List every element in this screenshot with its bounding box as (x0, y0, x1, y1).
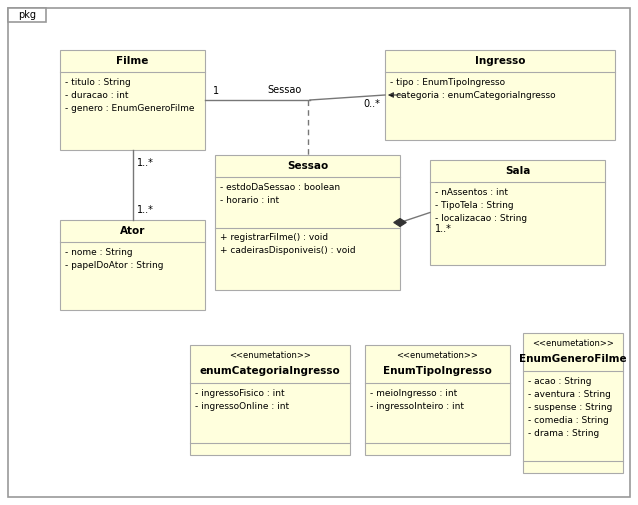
Text: - ingressoFisico : int: - ingressoFisico : int (195, 389, 285, 398)
Text: - titulo : String: - titulo : String (65, 78, 131, 87)
Bar (385, 50, 615, 140)
Text: - genero : EnumGeneroFilme: - genero : EnumGeneroFilme (65, 104, 195, 113)
Bar (215, 155, 400, 290)
Text: + registrarFilme() : void: + registrarFilme() : void (220, 233, 328, 242)
Bar (60, 220, 205, 310)
Text: <<enumetation>>: <<enumetation>> (229, 350, 311, 360)
Bar (8, 8, 46, 22)
Bar (365, 345, 510, 455)
Text: 0..*: 0..* (363, 99, 380, 109)
Text: - nAssentos : int: - nAssentos : int (435, 188, 508, 197)
Text: - TipoTela : String: - TipoTela : String (435, 201, 514, 210)
Text: Sessao: Sessao (268, 85, 302, 95)
Text: <<enumetation>>: <<enumetation>> (397, 350, 478, 360)
Bar (60, 50, 205, 150)
Text: - drama : String: - drama : String (528, 429, 599, 438)
Text: - suspense : String: - suspense : String (528, 403, 612, 412)
Text: Ingresso: Ingresso (475, 56, 525, 66)
Text: 1: 1 (213, 86, 219, 96)
Text: EnumTipoIngresso: EnumTipoIngresso (383, 366, 492, 376)
Text: - duracao : int: - duracao : int (65, 91, 128, 100)
Text: 1..*: 1..* (137, 158, 153, 168)
Text: enumCategoriaIngresso: enumCategoriaIngresso (200, 366, 341, 376)
Text: - horario : int: - horario : int (220, 196, 279, 205)
Text: - ingressoInteiro : int: - ingressoInteiro : int (370, 402, 464, 411)
Text: - localizacao : String: - localizacao : String (435, 214, 527, 223)
Text: 1..*: 1..* (435, 225, 452, 234)
Text: Sala: Sala (505, 166, 530, 176)
Text: - comedia : String: - comedia : String (528, 416, 609, 425)
Text: - nome : String: - nome : String (65, 248, 133, 257)
Text: - papelDoAtor : String: - papelDoAtor : String (65, 261, 163, 270)
Text: - ingressoOnline : int: - ingressoOnline : int (195, 402, 289, 411)
Text: EnumGeneroFilme: EnumGeneroFilme (519, 354, 627, 364)
Text: Filme: Filme (116, 56, 149, 66)
Text: Ator: Ator (120, 226, 145, 236)
Text: - aventura : String: - aventura : String (528, 390, 611, 399)
Text: - meioIngresso : int: - meioIngresso : int (370, 389, 457, 398)
Text: Sessao: Sessao (287, 161, 328, 171)
Bar (190, 345, 350, 455)
Text: 1..*: 1..* (137, 205, 153, 215)
Bar (430, 160, 605, 265)
Text: <<enumetation>>: <<enumetation>> (532, 338, 614, 347)
Polygon shape (394, 219, 406, 227)
Text: - tipo : EnumTipoIngresso: - tipo : EnumTipoIngresso (390, 78, 505, 87)
Text: - estdoDaSessao : boolean: - estdoDaSessao : boolean (220, 183, 340, 192)
Bar (523, 333, 623, 473)
Text: pkg: pkg (18, 10, 36, 20)
Text: + cadeirasDisponiveis() : void: + cadeirasDisponiveis() : void (220, 246, 355, 255)
Text: - acao : String: - acao : String (528, 377, 591, 386)
Text: - categoria : enumCategoriaIngresso: - categoria : enumCategoriaIngresso (390, 91, 556, 100)
